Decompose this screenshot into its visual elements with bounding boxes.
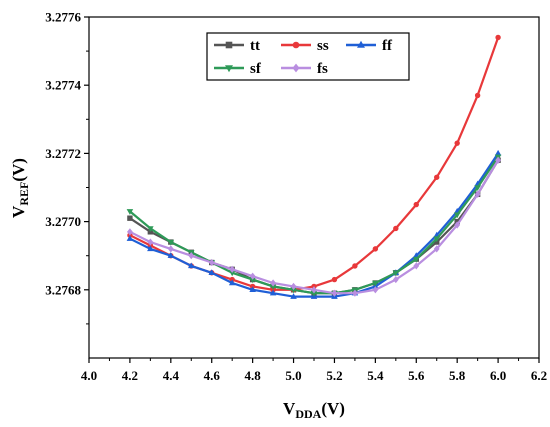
data-point (495, 156, 501, 164)
y-tick-label: 3.2768 (45, 282, 81, 297)
data-point (372, 286, 379, 294)
data-point (127, 215, 133, 221)
data-point (147, 226, 154, 232)
data-point (434, 174, 440, 180)
x-tick-label: 5.6 (408, 368, 425, 383)
series-line (129, 156, 500, 295)
legend-label: fs (317, 61, 328, 77)
legend-entry-fs: fs (281, 61, 328, 77)
data-point (292, 41, 300, 49)
series-layer (126, 34, 502, 299)
data-point (249, 272, 256, 280)
x-tick-label: 4.4 (163, 368, 180, 383)
x-tick-label: 5.0 (285, 368, 301, 383)
data-point (290, 282, 297, 290)
legend-label: tt (250, 38, 260, 54)
data-point (147, 238, 154, 246)
legend-label: ff (382, 38, 393, 54)
x-tick-label: 6.2 (531, 368, 547, 383)
data-point (352, 263, 358, 269)
data-point (474, 190, 481, 198)
legend-label: sf (250, 61, 262, 77)
data-point (454, 140, 460, 146)
data-point (290, 293, 297, 299)
y-axis-title: VREF(V) (9, 158, 31, 218)
data-point (188, 252, 195, 260)
data-point (225, 65, 233, 73)
data-point (393, 225, 399, 232)
data-point (228, 279, 236, 286)
data-point (372, 246, 379, 252)
data-point (474, 185, 481, 191)
y-tick-label: 3.2772 (45, 146, 81, 161)
data-point (270, 279, 276, 287)
data-point (413, 262, 420, 270)
data-point (229, 265, 236, 273)
x-tick-label: 4.8 (245, 368, 262, 383)
data-point (453, 212, 461, 219)
data-point (357, 40, 365, 48)
legend-entry-ss: ss (281, 38, 329, 54)
data-point (249, 286, 256, 293)
legend-label: ss (317, 38, 329, 54)
legend-entry-tt: tt (214, 38, 260, 54)
data-point (208, 258, 215, 267)
data-point (167, 252, 175, 258)
data-point (331, 276, 338, 283)
data-point (311, 286, 317, 294)
y-tick-label: 3.2774 (45, 78, 81, 93)
x-axis-title: VDDA(V) (283, 399, 345, 421)
data-point (372, 280, 379, 287)
data-point (352, 289, 358, 297)
x-tick-label: 5.2 (326, 368, 342, 383)
x-tick-label: 4.2 (122, 368, 138, 383)
legend: tt ss ff sf fs (206, 32, 410, 81)
x-tick-label: 6.0 (490, 368, 506, 383)
axis-ticks: 4.0 4.2 4.4 4.6 4.8 5.0 5.2 5.4 5.6 5.8 6.0 6.2 3.27… (45, 10, 547, 384)
data-point (413, 201, 419, 208)
data-point (392, 270, 400, 277)
data-point (474, 92, 481, 99)
data-point (225, 41, 233, 49)
data-point (126, 209, 134, 215)
legend-entry-ff: ff (346, 38, 393, 54)
data-point (187, 262, 195, 269)
data-point (292, 63, 300, 73)
data-point (495, 34, 501, 41)
data-point (126, 235, 134, 241)
data-point (454, 221, 461, 229)
x-tick-label: 4.0 (81, 368, 97, 383)
data-point (167, 245, 174, 253)
series-line (129, 152, 500, 298)
y-tick-label: 3.2776 (45, 10, 81, 25)
data-point (331, 289, 338, 297)
legend-box (206, 32, 410, 81)
legend-entry-sf: sf (214, 61, 262, 77)
data-point (433, 236, 441, 243)
data-point (433, 245, 440, 253)
series-fs (127, 156, 501, 297)
data-point (147, 245, 154, 252)
x-tick-label: 5.8 (449, 368, 466, 383)
data-point (412, 256, 420, 263)
x-tick-label: 4.6 (204, 368, 221, 383)
data-point (167, 239, 175, 246)
data-point (208, 269, 216, 275)
data-point (392, 275, 399, 284)
series-ff (126, 149, 502, 299)
data-point (127, 228, 133, 236)
y-tick-label: 3.2770 (45, 214, 81, 229)
data-point (269, 289, 277, 296)
x-tick-label: 5.4 (367, 368, 384, 383)
